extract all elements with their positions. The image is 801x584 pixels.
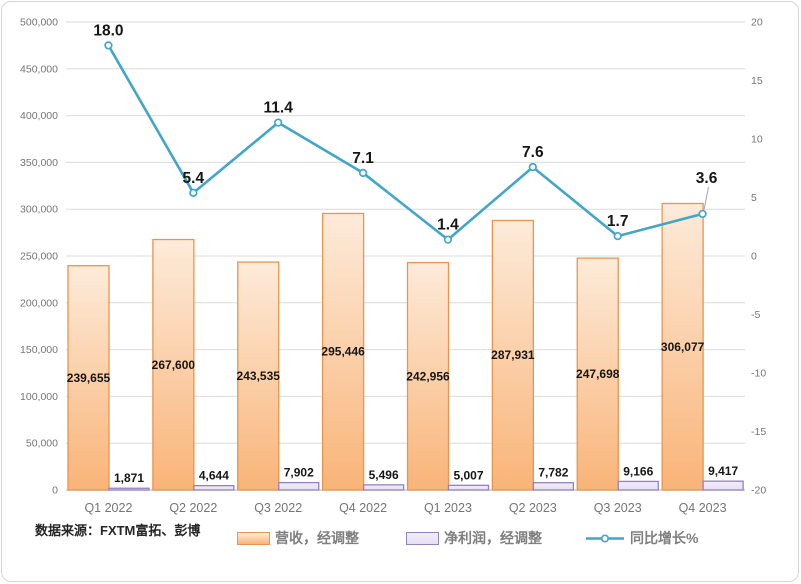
profit-swatch-icon bbox=[406, 531, 439, 545]
x-axis-label: Q2 2022 bbox=[169, 501, 217, 515]
bar-revenue bbox=[576, 257, 619, 491]
growth-data-label: 1.7 bbox=[607, 213, 629, 230]
bar-revenue bbox=[491, 219, 535, 491]
left-axis-tick-label: 150,000 bbox=[20, 344, 58, 356]
left-axis-tick-label: 350,000 bbox=[20, 157, 58, 169]
revenue-data-label: 287,931 bbox=[491, 348, 535, 362]
label-leader-line bbox=[703, 186, 710, 210]
bar-revenue bbox=[152, 238, 195, 491]
revenue-data-label: 306,077 bbox=[661, 340, 705, 354]
bar-profit bbox=[108, 487, 150, 491]
left-axis-tick-label: 50,000 bbox=[26, 438, 58, 450]
profit-data-label: 4,644 bbox=[199, 469, 229, 483]
growth-data-label: 3.6 bbox=[696, 170, 718, 187]
x-axis-label: Q1 2022 bbox=[84, 501, 132, 515]
right-axis-tick-label: 10 bbox=[751, 134, 763, 146]
right-axis-tick-label: -10 bbox=[751, 368, 766, 380]
revenue-swatch-icon bbox=[237, 531, 270, 545]
revenue-data-label: 242,956 bbox=[406, 369, 450, 383]
line-point-marker bbox=[613, 231, 622, 241]
right-axis-tick-label: 0 bbox=[751, 251, 757, 263]
legend-item-revenue[interactable]: 营收，经调整 bbox=[237, 528, 359, 548]
x-axis-label: Q1 2023 bbox=[424, 501, 472, 515]
left-axis-tick-label: 250,000 bbox=[20, 251, 58, 263]
profit-data-label: 9,166 bbox=[623, 464, 653, 478]
profit-data-label: 1,871 bbox=[114, 471, 144, 485]
revenue-data-label: 247,698 bbox=[576, 367, 620, 381]
bar-profit bbox=[447, 484, 490, 491]
legend-item-profit[interactable]: 净利润，经调整 bbox=[406, 528, 542, 548]
profit-data-label: 9,417 bbox=[708, 464, 738, 478]
revenue-data-label: 243,535 bbox=[237, 369, 281, 383]
bar-revenue bbox=[661, 202, 704, 491]
growth-data-label: 5.4 bbox=[183, 170, 205, 187]
x-axis-label: Q3 2022 bbox=[254, 501, 302, 515]
bar-profit bbox=[532, 482, 575, 491]
growth-data-label: 7.6 bbox=[522, 144, 544, 161]
x-axis-label: Q4 2023 bbox=[679, 501, 727, 515]
growth-line bbox=[107, 44, 704, 241]
right-axis-tick-label: 20 bbox=[751, 17, 763, 29]
legend-label-growth: 同比增长% bbox=[630, 530, 699, 546]
revenue-data-label: 267,600 bbox=[152, 358, 196, 372]
bar-profit bbox=[362, 484, 405, 491]
line-point-marker bbox=[104, 41, 113, 50]
line-point-marker bbox=[443, 235, 453, 244]
left-axis-tick-label: 100,000 bbox=[20, 391, 58, 403]
growth-data-label: 11.4 bbox=[264, 100, 294, 117]
bar-revenue bbox=[237, 261, 280, 491]
growth-data-label: 18.0 bbox=[93, 22, 123, 39]
right-axis-tick-label: -20 bbox=[751, 485, 766, 497]
bar-revenue bbox=[67, 265, 110, 491]
profit-data-label: 7,782 bbox=[538, 466, 568, 480]
left-axis-tick-label: 450,000 bbox=[20, 63, 58, 75]
line-point-marker bbox=[189, 188, 198, 197]
revenue-data-label: 239,655 bbox=[67, 371, 111, 385]
left-axis-tick-label: 500,000 bbox=[20, 17, 58, 29]
source-note: 数据来源：FXTM富拓、彭博 bbox=[35, 523, 201, 538]
right-axis-tick-label: 5 bbox=[751, 192, 757, 204]
legend-label-revenue: 营收，经调整 bbox=[275, 530, 359, 546]
right-axis-tick-label: -5 bbox=[751, 309, 760, 321]
left-axis-tick-label: 200,000 bbox=[20, 297, 58, 309]
bar-profit bbox=[617, 480, 659, 491]
x-axis-label: Q4 2022 bbox=[339, 501, 387, 515]
legend-label-profit: 净利润，经调整 bbox=[444, 530, 542, 546]
profit-data-label: 7,902 bbox=[284, 466, 314, 480]
right-axis-tick-label: 15 bbox=[751, 75, 763, 87]
line-point-marker bbox=[274, 118, 283, 127]
growth-line-icon bbox=[585, 532, 625, 545]
growth-data-label: 7.1 bbox=[352, 150, 374, 167]
bar-profit bbox=[702, 480, 744, 491]
growth-data-label: 1.4 bbox=[437, 217, 459, 234]
x-axis-label: Q3 2023 bbox=[594, 501, 642, 515]
left-axis-tick-label: 300,000 bbox=[20, 204, 58, 216]
x-axis-label: Q2 2023 bbox=[509, 501, 557, 515]
revenue-data-label: 295,446 bbox=[321, 345, 365, 359]
bar-revenue bbox=[321, 212, 365, 491]
right-axis-tick-label: -15 bbox=[751, 426, 766, 438]
profit-data-label: 5,496 bbox=[369, 468, 399, 482]
bar-profit bbox=[193, 485, 235, 491]
profit-data-label: 5,007 bbox=[453, 468, 483, 482]
line-point-marker bbox=[528, 162, 537, 172]
left-axis-tick-label: 0 bbox=[52, 485, 58, 497]
legend-item-growth[interactable]: 同比增长% bbox=[585, 528, 698, 548]
bar-revenue bbox=[406, 261, 450, 491]
line-point-marker bbox=[698, 209, 707, 219]
bar-profit bbox=[278, 481, 320, 491]
left-axis-tick-label: 400,000 bbox=[20, 110, 58, 122]
line-point-marker bbox=[358, 168, 368, 178]
